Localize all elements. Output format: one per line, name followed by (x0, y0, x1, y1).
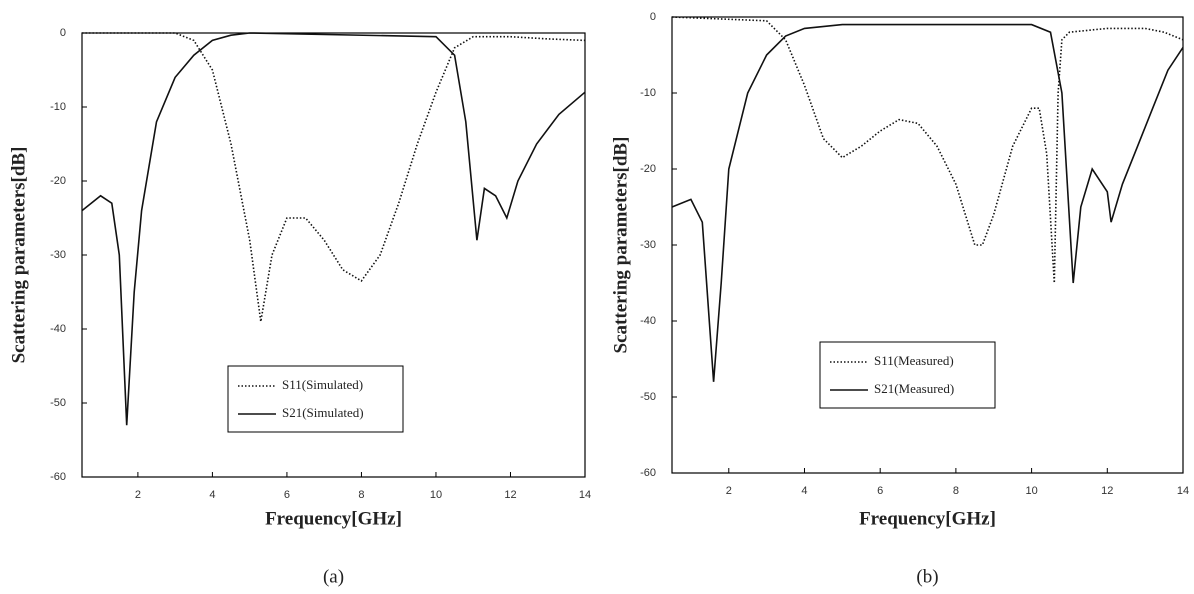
x-tick-label: 2 (726, 485, 732, 497)
caption: (a) (323, 566, 344, 587)
series-line (81, 32, 586, 426)
y-tick-label: -10 (640, 87, 656, 99)
y-tick-label: -20 (50, 175, 66, 187)
x-tick-label: 14 (579, 489, 591, 501)
x-axis-label: Frequency[GHz] (265, 508, 402, 529)
y-axis-label: Scattering parameters[dB] (8, 147, 29, 364)
x-tick-label: 8 (358, 489, 364, 501)
y-tick-label: -60 (640, 467, 656, 479)
x-tick-label: 6 (877, 485, 883, 497)
series-line (82, 32, 586, 322)
y-axis-label: Scattering parameters[dB] (610, 137, 631, 354)
y-tick-label: -40 (640, 315, 656, 327)
legend-label: S11(Simulated) (282, 377, 363, 392)
x-tick-label: 4 (209, 489, 215, 501)
legend-box (819, 341, 996, 409)
series-line (671, 16, 1184, 284)
x-tick-label: 10 (1025, 485, 1037, 497)
y-tick-label: -50 (50, 397, 66, 409)
y-tick-label: 0 (650, 11, 656, 23)
y-tick-label: -10 (50, 101, 66, 113)
legend-label: S21(Measured) (874, 381, 954, 396)
y-tick-label: -50 (640, 391, 656, 403)
y-tick-label: -60 (50, 471, 66, 483)
legend-box (227, 365, 404, 433)
series-line (671, 23, 1184, 382)
caption: (b) (916, 566, 938, 587)
x-tick-label: 4 (801, 485, 807, 497)
legend-label: S11(Measured) (874, 353, 954, 368)
y-tick-label: 0 (60, 27, 66, 39)
x-tick-label: 12 (504, 489, 516, 501)
y-tick-label: -40 (50, 323, 66, 335)
x-tick-label: 10 (430, 489, 442, 501)
legend-label: S21(Simulated) (282, 405, 364, 420)
x-tick-label: 2 (135, 489, 141, 501)
y-tick-label: -30 (50, 249, 66, 261)
x-tick-label: 6 (284, 489, 290, 501)
y-tick-label: -30 (640, 239, 656, 251)
x-tick-label: 12 (1101, 485, 1113, 497)
x-tick-label: 8 (953, 485, 959, 497)
x-axis-label: Frequency[GHz] (859, 508, 996, 529)
y-tick-label: -20 (640, 163, 656, 175)
x-tick-label: 14 (1177, 485, 1189, 497)
